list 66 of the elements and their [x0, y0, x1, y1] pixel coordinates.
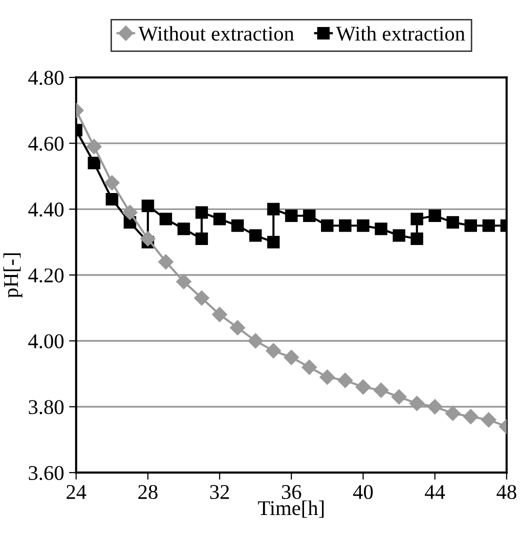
point: [249, 229, 262, 242]
point: [303, 209, 316, 222]
point: [409, 396, 425, 412]
x-tick-label: 24: [66, 485, 86, 499]
x-tick-label: 40: [353, 485, 373, 500]
point: [176, 274, 192, 290]
point: [392, 229, 406, 242]
y-tick-label: 3.60: [28, 466, 64, 480]
point: [231, 219, 244, 232]
point: [463, 409, 478, 424]
point: [267, 202, 280, 216]
point: [320, 370, 335, 385]
point: [338, 219, 352, 232]
y-tick-label: 4.20: [28, 268, 64, 283]
point: [194, 290, 210, 306]
point: [464, 219, 477, 232]
point: [374, 222, 388, 236]
point: [266, 343, 282, 358]
point: [104, 175, 120, 190]
x-tick-label: 36: [282, 485, 302, 500]
x-tick-label: 44: [424, 485, 445, 499]
legend-label: Without extraction: [138, 26, 294, 41]
point: [445, 406, 460, 421]
point: [482, 219, 495, 232]
x-tick-label: 48: [496, 485, 516, 500]
point: [88, 156, 100, 170]
point: [356, 219, 370, 232]
y-tick-label: 3.80: [28, 400, 64, 414]
point: [213, 212, 226, 226]
x-tick-label: 32: [210, 485, 229, 500]
point: [267, 236, 280, 248]
point: [428, 209, 442, 222]
x-tick-label: 28: [138, 485, 158, 500]
y-tick-label: 4.60: [28, 136, 64, 151]
point: [142, 200, 154, 212]
point: [356, 379, 371, 395]
x-axis-title: Time[h]: [258, 500, 324, 518]
point: [427, 399, 442, 414]
point: [321, 219, 334, 232]
point: [302, 360, 317, 375]
point: [158, 254, 174, 270]
point: [178, 222, 190, 236]
point: [284, 350, 299, 365]
y-axis-title: pH[-]: [3, 253, 22, 298]
point: [446, 216, 460, 229]
point: [195, 232, 208, 246]
point: [86, 139, 102, 154]
point: [338, 372, 353, 388]
point: [230, 320, 246, 336]
y-tick-label: 4.80: [28, 70, 64, 85]
point: [212, 306, 228, 322]
y-tick-label: 4.40: [28, 202, 64, 217]
point: [285, 209, 298, 222]
point: [106, 193, 118, 206]
point: [410, 212, 424, 226]
point: [391, 389, 407, 404]
y-tick-label: 4.00: [28, 334, 64, 348]
point: [410, 232, 424, 246]
point: [160, 212, 172, 226]
legend-label: With extraction: [336, 26, 465, 41]
point: [373, 382, 389, 398]
point: [122, 204, 138, 220]
point: [140, 231, 156, 246]
point: [248, 333, 264, 348]
point: [195, 206, 208, 219]
point: [481, 412, 496, 428]
